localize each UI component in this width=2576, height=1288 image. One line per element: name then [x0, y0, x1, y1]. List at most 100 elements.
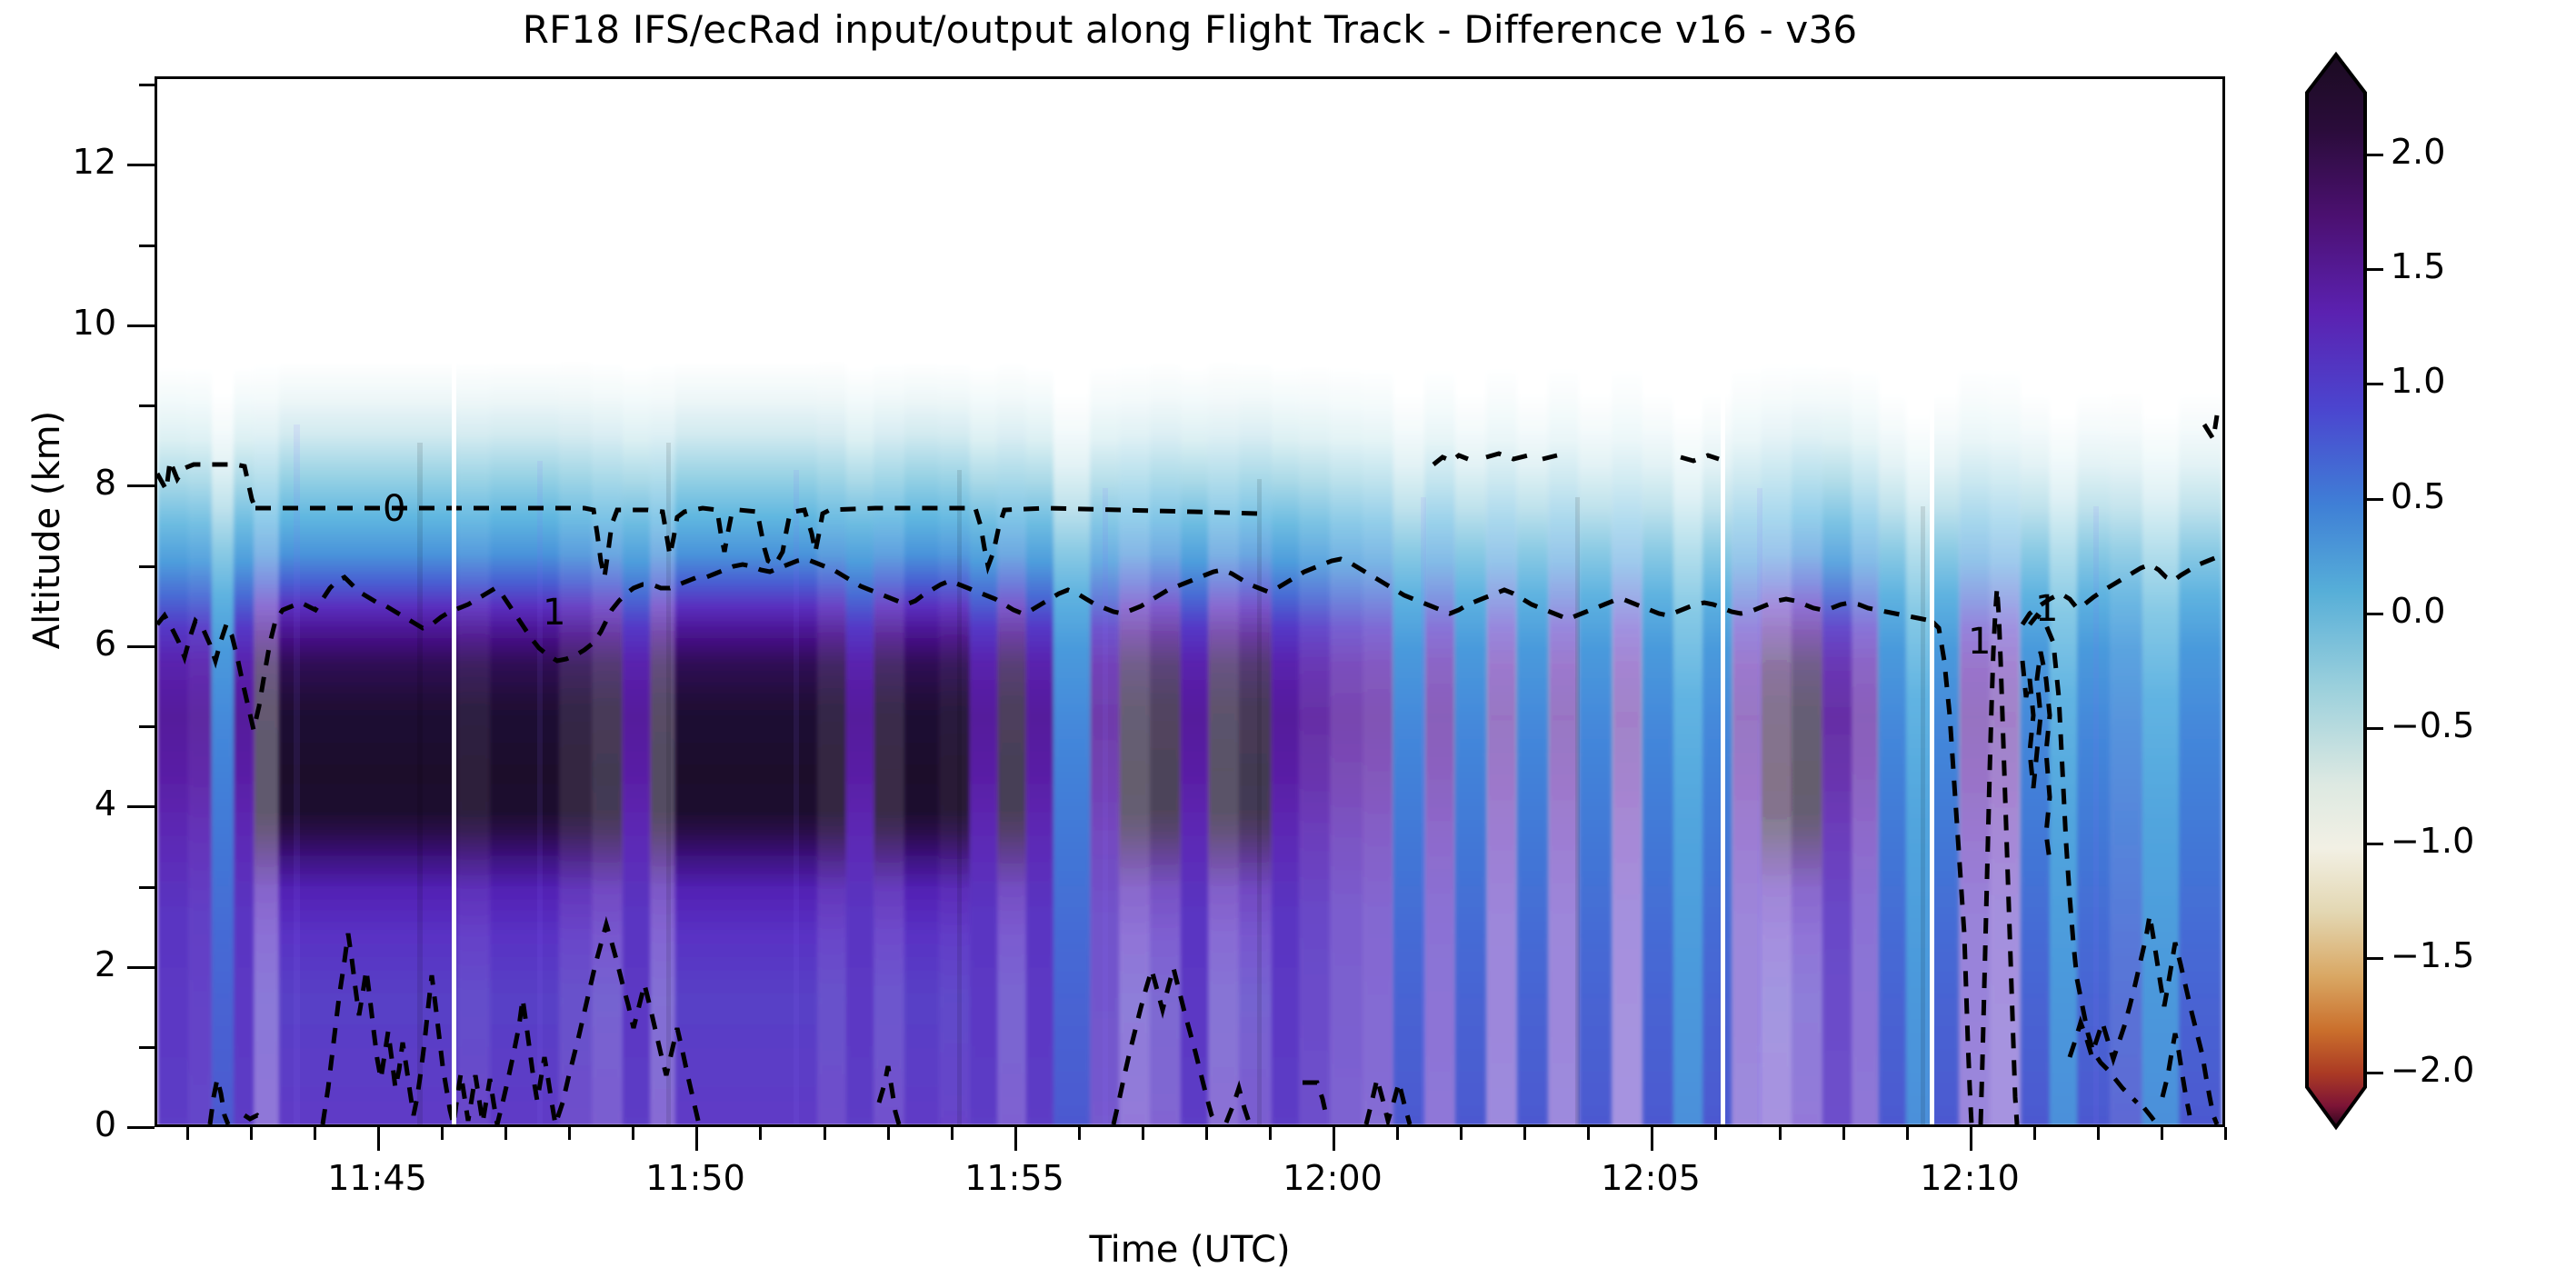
x-minor-tick	[1714, 1127, 1717, 1140]
heatmap-mesh	[157, 79, 2222, 1124]
x-minor-tick	[504, 1127, 507, 1140]
x-minor-tick	[2161, 1127, 2163, 1140]
y-tick-label: 6	[94, 624, 116, 664]
colorbar-tick	[2365, 268, 2383, 271]
colorbar-tick	[2365, 843, 2383, 845]
plot-axes: 0 1 1 1	[155, 76, 2225, 1127]
contour-label-0: 0	[383, 488, 405, 530]
contour-upper-frag-c	[1542, 453, 1558, 462]
y-major-tick	[127, 805, 155, 808]
x-tick-label: 12:00	[1283, 1158, 1383, 1198]
y-tick-label: 10	[72, 303, 116, 343]
x-minor-tick	[2097, 1127, 2100, 1140]
contour-low-frag5	[1363, 1073, 1413, 1124]
y-minor-tick	[139, 404, 155, 407]
x-minor-tick	[1523, 1127, 1526, 1140]
y-tick-label: 2	[94, 944, 116, 984]
y-major-tick	[127, 164, 155, 166]
x-major-tick	[377, 1127, 380, 1151]
colorbar-gradient	[2300, 49, 2372, 1133]
x-major-tick	[1651, 1127, 1653, 1151]
x-minor-tick	[1142, 1127, 1144, 1140]
gap-stripe	[452, 79, 456, 1124]
y-minor-tick	[139, 84, 155, 86]
x-minor-tick	[632, 1127, 634, 1140]
contour-upper-frag-d	[1680, 453, 1720, 464]
contour-low-mid2	[1223, 1080, 1253, 1124]
x-minor-tick	[1906, 1127, 1909, 1140]
chart-title: RF18 IFS/ecRad input/output along Flight…	[522, 7, 1858, 52]
x-minor-tick	[1460, 1127, 1463, 1140]
x-tick-label: 11:45	[327, 1158, 427, 1198]
contour-plunge-cluster	[2020, 651, 2052, 862]
x-minor-tick	[824, 1127, 826, 1140]
contour-low-main	[320, 915, 702, 1124]
y-minor-tick	[139, 1046, 155, 1049]
y-minor-tick	[139, 886, 155, 889]
contour-upper-frag-b	[1485, 451, 1529, 462]
colorbar-tick-label: 1.5	[2391, 246, 2446, 286]
x-minor-tick	[441, 1127, 444, 1140]
x-minor-tick	[1078, 1127, 1081, 1140]
y-tick-label: 4	[94, 784, 116, 824]
x-minor-tick	[1269, 1127, 1272, 1140]
contour-label-1c: 1	[2035, 588, 2058, 630]
y-axis-label: Altitude (km)	[26, 410, 68, 650]
mesh-streaks	[294, 424, 2099, 1124]
contour-plunge-right	[2028, 612, 2139, 1104]
contour-right-tail-a	[2142, 1106, 2159, 1124]
y-minor-tick	[139, 725, 155, 728]
colorbar-body	[2305, 51, 2367, 1131]
colorbar-tick-label: 0.0	[2391, 591, 2446, 631]
contour-upper-frag-a	[1432, 453, 1469, 466]
colorbar-tick-label: 2.0	[2391, 132, 2446, 172]
y-tick-label: 8	[94, 463, 116, 503]
x-minor-tick	[887, 1127, 890, 1140]
x-major-tick	[695, 1127, 698, 1151]
colorbar-tick	[2365, 1072, 2383, 1074]
colorbar-tick-label: −2.0	[2391, 1050, 2475, 1090]
colorbar-tick	[2365, 498, 2383, 501]
x-minor-tick	[2224, 1127, 2227, 1140]
y-major-tick	[127, 484, 155, 487]
x-major-tick	[1970, 1127, 1972, 1151]
x-minor-tick	[314, 1127, 316, 1140]
y-tick-label: 12	[72, 142, 116, 182]
contour-upper-frag-e	[2202, 414, 2220, 446]
x-minor-tick	[250, 1127, 253, 1140]
x-axis-label: Time (UTC)	[1089, 1229, 1291, 1271]
data-gap-stripes	[157, 79, 2222, 1124]
contour-cloud-top	[157, 556, 1932, 731]
x-minor-tick	[1842, 1127, 1845, 1140]
x-minor-tick	[951, 1127, 954, 1140]
y-major-tick	[127, 966, 155, 969]
colorbar-tick	[2365, 727, 2383, 730]
contour-low-frag4	[1303, 1080, 1329, 1116]
colorbar-tick	[2365, 383, 2383, 385]
x-minor-tick	[2033, 1127, 2036, 1140]
colorbar-tick-label: −1.0	[2391, 821, 2475, 861]
gap-stripe	[1930, 79, 1934, 1124]
colorbar-tick	[2365, 957, 2383, 960]
x-tick-label: 11:55	[964, 1158, 1064, 1198]
colorbar-tick	[2365, 154, 2383, 156]
x-minor-tick	[1587, 1127, 1590, 1140]
x-major-tick	[1333, 1127, 1335, 1151]
contour-overlay: 0 1 1 1	[157, 79, 2222, 1124]
y-minor-tick	[139, 565, 155, 568]
contour-plunge-spike	[1978, 587, 2020, 1124]
x-minor-tick	[759, 1127, 762, 1140]
y-minor-tick	[139, 245, 155, 247]
contour-plunge-left	[1930, 619, 1974, 1124]
x-tick-label: 11:50	[645, 1158, 745, 1198]
x-minor-tick	[568, 1127, 571, 1140]
x-tick-label: 12:10	[1920, 1158, 2020, 1198]
contour-label-1b: 1	[1968, 621, 1991, 663]
gap-stripe	[1721, 79, 1725, 1124]
x-major-tick	[1014, 1127, 1017, 1151]
x-minor-tick	[186, 1127, 189, 1140]
contour-low-left-frag	[207, 1078, 231, 1124]
colorbar-tick	[2365, 613, 2383, 615]
contour-label-1a: 1	[543, 592, 565, 634]
